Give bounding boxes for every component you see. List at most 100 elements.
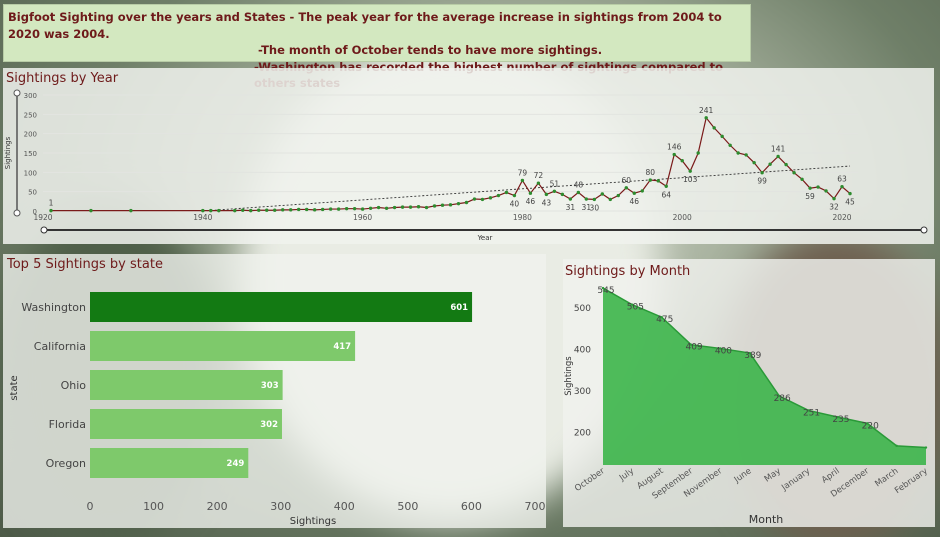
- data-point: [328, 207, 333, 211]
- data-point: [552, 189, 557, 193]
- data-label: 31: [582, 203, 592, 212]
- x-tick-label: 500: [397, 500, 418, 513]
- data-point: [288, 208, 293, 212]
- data-label: 63: [837, 175, 847, 184]
- y-tick-label: 300: [574, 387, 591, 397]
- data-point: [320, 207, 325, 212]
- data-point: [281, 208, 285, 212]
- x-tick-label: May: [763, 466, 783, 484]
- bar-value-label: 303: [261, 381, 279, 391]
- data-point: [808, 186, 812, 190]
- data-point: [472, 197, 477, 201]
- data-point: [49, 208, 53, 213]
- data-point: [296, 207, 301, 212]
- data-point: [560, 192, 565, 197]
- data-point: [488, 196, 493, 200]
- state-chart-title: Top 5 Sightings by state: [7, 257, 163, 272]
- data-point: [748, 351, 752, 355]
- y-tick-label: 150: [24, 150, 37, 158]
- state-bar: [90, 370, 283, 400]
- data-point: [760, 171, 764, 175]
- data-point: [424, 205, 429, 210]
- y-axis-label: Sightings: [564, 356, 574, 396]
- data-point: [792, 171, 796, 175]
- data-point: [728, 143, 732, 147]
- data-point: [384, 206, 389, 210]
- data-point: [895, 444, 898, 448]
- data-point: [840, 184, 844, 189]
- data-label: 45: [845, 198, 855, 207]
- data-label: 72: [534, 171, 544, 180]
- data-point: [448, 203, 453, 207]
- data-label: 241: [699, 106, 714, 115]
- data-point: [736, 151, 740, 155]
- category-label: Ohio: [61, 379, 87, 392]
- horizontal-zoom-handle: [920, 226, 928, 234]
- data-point: [432, 204, 437, 208]
- x-tick-label: January: [779, 466, 812, 493]
- data-label: 400: [715, 346, 732, 356]
- data-label: 99: [757, 177, 767, 186]
- y-tick-label: 200: [574, 429, 591, 439]
- data-point: [480, 197, 485, 202]
- data-point: [777, 394, 781, 398]
- data-point: [336, 207, 341, 211]
- data-point: [241, 208, 245, 212]
- data-point: [776, 154, 780, 159]
- data-label: 60: [622, 176, 632, 185]
- data-label: 46: [526, 197, 536, 206]
- x-tick-label: July: [617, 466, 636, 484]
- data-point: [392, 205, 397, 210]
- insight-line-1: Bigfoot Sighting over the years and Stat…: [8, 10, 722, 41]
- data-point: [584, 197, 589, 201]
- y-tick-label: 200: [24, 131, 37, 139]
- data-point: [832, 196, 836, 201]
- bar-value-label: 302: [260, 420, 278, 430]
- month-chart-panel: Sightings by Month 545 505 475 409 400 389 286…: [563, 259, 935, 527]
- y-tick-label: 100: [24, 169, 37, 177]
- data-point: [464, 200, 469, 205]
- data-point: [689, 343, 693, 346]
- data-point: [656, 179, 660, 183]
- month-chart-title: Sightings by Month: [565, 264, 691, 279]
- data-point: [352, 206, 357, 211]
- data-label: 30: [590, 203, 600, 212]
- data-point: [807, 409, 810, 412]
- y-axis-label: state: [9, 375, 20, 400]
- data-label: 51: [550, 179, 560, 188]
- data-label: 146: [667, 143, 682, 152]
- data-label: 43: [542, 198, 552, 207]
- data-label: 46: [630, 197, 640, 206]
- x-tick-label: 700: [525, 500, 546, 513]
- data-point: [344, 206, 349, 211]
- x-tick-label: 100: [143, 500, 164, 513]
- month-area-chart: 545 505 475 409 400 389 286 251 235 220 200 300 400 5…: [564, 286, 930, 526]
- data-point: [217, 208, 221, 213]
- data-point: [440, 203, 445, 207]
- y-axis-label: Sightings: [4, 136, 12, 169]
- data-label: 40: [510, 200, 520, 209]
- vertical-zoom-handle: [13, 209, 21, 217]
- data-point: [568, 197, 573, 201]
- category-label: Washington: [21, 301, 86, 314]
- data-label: 103: [683, 175, 698, 184]
- data-point: [836, 415, 840, 419]
- y-tick-label: 250: [24, 111, 37, 119]
- state-bar: [90, 292, 473, 322]
- data-point: [249, 208, 253, 213]
- data-point: [304, 207, 309, 212]
- data-point: [233, 208, 237, 213]
- data-point: [784, 162, 788, 167]
- data-point: [631, 303, 634, 306]
- area-fill: [603, 288, 926, 465]
- data-point: [720, 134, 724, 139]
- data-point: [648, 178, 652, 182]
- x-tick-label: 2020: [832, 213, 851, 222]
- x-tick-label: 600: [461, 500, 482, 513]
- data-label: 505: [627, 303, 644, 313]
- data-point: [752, 160, 756, 165]
- data-point: [660, 316, 663, 319]
- data-point: [400, 205, 405, 209]
- data-point: [672, 152, 676, 157]
- y-tick-label: 400: [574, 345, 591, 355]
